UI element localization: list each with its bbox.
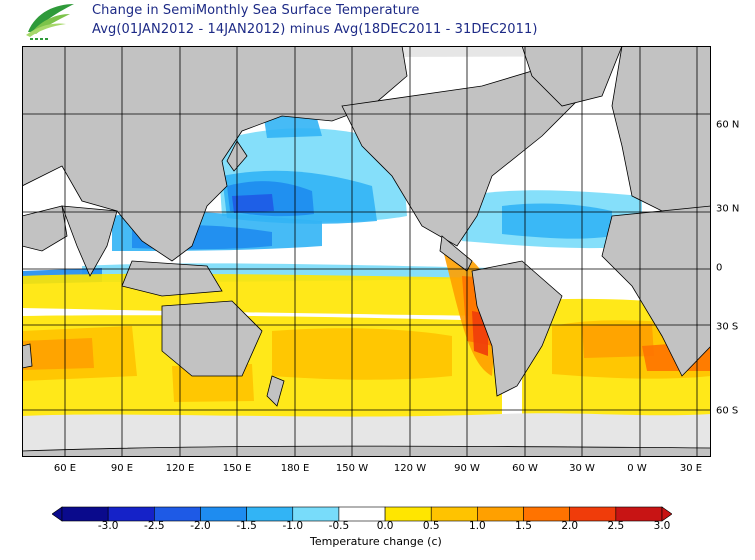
scale-tick-label: 2.5 — [607, 520, 625, 532]
chart-subtitle: Avg(01JAN2012 - 14JAN2012) minus Avg(18D… — [92, 22, 538, 37]
warming-anomalies — [22, 246, 711, 419]
scale-arrow-high — [661, 506, 672, 522]
scale-swatch — [338, 506, 386, 522]
scale-tick-label: -0.5 — [328, 520, 350, 532]
lat-label-60n: 60 N — [716, 119, 740, 131]
graticule — [22, 46, 711, 457]
land-arabia — [22, 205, 68, 252]
scale-tick-label: 1.5 — [515, 520, 532, 532]
scale-tick-label: 1.0 — [469, 520, 486, 532]
scale-swatch — [154, 506, 201, 522]
scale-tick-label: -1.0 — [282, 520, 304, 532]
lat-label-60s: 60 S — [716, 405, 739, 417]
scale-arrow-low — [52, 506, 63, 522]
lon-label-90w: 90 W — [454, 463, 480, 474]
scale-tick-label: 2.0 — [561, 520, 579, 532]
scale-swatch — [292, 506, 340, 522]
land-maritime-asia — [121, 260, 223, 297]
lat-label-30n: 30 N — [716, 203, 740, 215]
lon-label-120e: 120 E — [165, 463, 195, 474]
lon-label-150w: 150 W — [335, 463, 369, 474]
scale-tick-label: -1.5 — [236, 520, 257, 532]
lon-label-60e: 60 E — [53, 463, 77, 474]
lat-label-30s: 30 S — [716, 321, 739, 333]
land-africa — [601, 205, 711, 377]
lat-label-0: 0 — [716, 262, 723, 274]
chart-title: Change in SemiMonthly Sea Surface Temper… — [92, 3, 420, 18]
scale-tick-label: -2.0 — [190, 520, 211, 532]
lon-label-30e: 30 E — [679, 463, 703, 474]
land-europe — [611, 46, 711, 217]
scale-swatch — [246, 506, 294, 522]
scale-swatch — [615, 506, 663, 522]
scale-tick-label: 3.0 — [653, 520, 671, 532]
lon-label-30w: 30 W — [569, 463, 595, 474]
scale-swatch — [107, 506, 155, 522]
scale-tick-label: -3.0 — [97, 520, 119, 532]
lon-label-180e: 180 E — [280, 463, 310, 474]
land-madagascar — [22, 343, 33, 369]
scale-swatch — [61, 506, 109, 522]
scale-tick-label: 0.5 — [422, 520, 440, 532]
sst-change-map — [22, 46, 711, 457]
scale-swatch — [523, 506, 570, 522]
lon-label-90e: 90 E — [110, 463, 134, 474]
lon-label-0w: 0 W — [627, 463, 647, 474]
color-scale-bar — [52, 506, 672, 522]
scale-swatch — [569, 506, 617, 522]
land-new-zealand — [266, 375, 285, 407]
lon-label-120w: 120 W — [393, 463, 427, 474]
agency-logo — [26, 4, 74, 40]
scale-tick-label: 0.0 — [376, 520, 394, 532]
scale-tick-label: -2.5 — [144, 520, 165, 532]
land-south-america — [471, 260, 563, 397]
land-india — [61, 205, 118, 277]
scale-swatch — [384, 506, 432, 522]
lon-label-60w: 60 W — [512, 463, 538, 474]
land-masses — [22, 46, 711, 457]
lon-label-150e: 150 E — [222, 463, 252, 474]
scale-swatch — [477, 506, 524, 522]
color-scale-title: Temperature change (c) — [310, 535, 442, 548]
scale-swatch — [430, 506, 478, 522]
map-frame — [22, 46, 711, 457]
scale-swatch — [200, 506, 247, 522]
